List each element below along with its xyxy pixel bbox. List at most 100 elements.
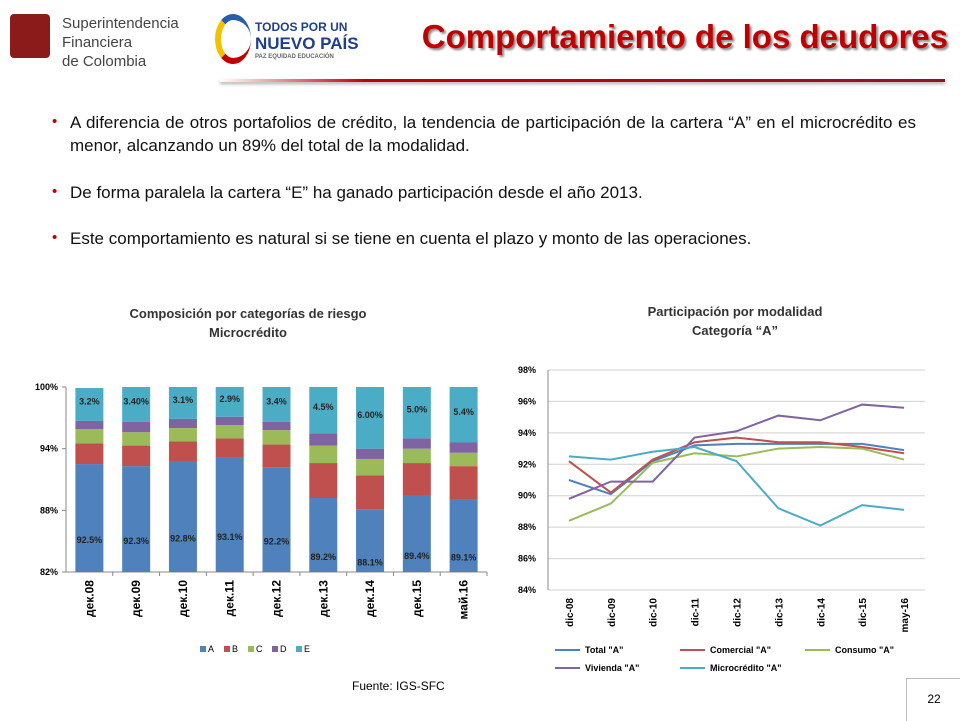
bar-segment — [356, 387, 385, 449]
logo-icon — [10, 14, 50, 58]
x-tick-label: dic-14 — [816, 598, 827, 627]
y-tick-label: 100% — [35, 382, 58, 392]
y-tick-label: 84% — [518, 585, 536, 595]
bar-segment — [75, 420, 104, 430]
x-tick-label: дек.14 — [363, 580, 377, 617]
bar-segment — [309, 463, 338, 498]
bar-segment — [402, 438, 431, 449]
data-label: 5.0% — [407, 405, 428, 415]
bar-segment — [262, 444, 291, 468]
data-label: 6.00% — [357, 410, 383, 420]
bar-segment — [122, 432, 151, 446]
x-tick-label: дек.09 — [129, 580, 143, 617]
bar-segment — [402, 387, 431, 439]
bar-segment — [215, 416, 244, 426]
x-tick-label: dic-08 — [565, 598, 576, 627]
data-label: 89.2% — [311, 552, 337, 562]
y-tick-label: 82% — [40, 567, 58, 577]
bar-segment — [356, 509, 385, 572]
bar-segment — [75, 388, 104, 421]
x-tick-label: dic-09 — [607, 598, 618, 627]
legend-label: Total "A" — [585, 645, 623, 655]
bar-segment — [215, 387, 244, 417]
bar-segment — [168, 428, 197, 442]
series-line — [568, 445, 905, 527]
data-label: 92.8% — [170, 534, 196, 544]
data-label: 92.5% — [77, 535, 103, 545]
x-tick-label: дек.10 — [176, 580, 190, 617]
bar-segment — [262, 387, 291, 422]
data-label: 3.1% — [173, 395, 194, 405]
data-label: 92.3% — [123, 536, 149, 546]
logo-line: Financiera — [62, 34, 133, 51]
bar-segment — [122, 466, 151, 572]
bar-segment — [75, 464, 104, 572]
slogan-top: TODOS POR UN — [255, 20, 348, 34]
slogan-icon — [215, 14, 251, 64]
bar-segment — [309, 387, 338, 434]
bar-segment — [122, 445, 151, 467]
bar-segment — [356, 448, 385, 459]
bar-segment — [168, 461, 197, 572]
bar-segment — [215, 438, 244, 458]
y-tick-label: 94% — [40, 444, 58, 454]
chart-subtitle: Microcrédito — [209, 325, 287, 340]
bar-segment — [449, 387, 478, 443]
bar-segment — [168, 387, 197, 419]
data-label: 3.40% — [123, 396, 149, 406]
y-tick-label: 96% — [518, 396, 536, 406]
y-tick-label: 92% — [518, 459, 536, 469]
legend-label: Microcrédito "A" — [710, 663, 782, 673]
bar-segment — [402, 495, 431, 572]
legend-label: Consumo "A" — [835, 645, 894, 655]
bar-segment — [262, 421, 291, 431]
bar-segment — [262, 430, 291, 445]
bar-segment — [356, 475, 385, 510]
x-tick-label: dic-15 — [858, 598, 869, 627]
charts: Composición por categorías de riesgo Micr… — [35, 304, 925, 673]
legend-label: C — [256, 644, 263, 654]
y-tick-label: 94% — [518, 428, 536, 438]
x-tick-label: май.16 — [457, 580, 471, 620]
chart-title: Composición por categorías de riesgo — [130, 306, 367, 321]
y-tick-label: 86% — [518, 554, 536, 564]
bar-segment — [215, 457, 244, 572]
x-tick-label: dic-12 — [733, 598, 744, 627]
bar-segment — [75, 443, 104, 465]
x-tick-label: dic-10 — [649, 598, 660, 627]
series-line — [568, 442, 905, 496]
data-label: 4.5% — [313, 402, 334, 412]
x-tick-label: дек.13 — [316, 580, 330, 617]
y-tick-label: 88% — [40, 505, 58, 515]
series-line — [568, 445, 905, 522]
bar-segment — [75, 429, 104, 444]
data-label: 3.4% — [266, 396, 287, 406]
legend-label: E — [304, 644, 310, 654]
data-label: 88.1% — [357, 558, 383, 568]
legend-label: D — [280, 644, 287, 654]
bar-segment — [168, 418, 197, 429]
legend-swatch — [248, 646, 254, 652]
legend-label: Vivienda "A" — [585, 663, 639, 673]
series-line — [568, 436, 905, 494]
data-label: 5.4% — [453, 407, 474, 417]
legend-swatch — [224, 646, 230, 652]
slide-title: Comportamiento de los deudores — [421, 18, 948, 55]
bar-segment — [309, 498, 338, 572]
bar-segment — [449, 452, 478, 467]
y-tick-label: 98% — [518, 365, 536, 375]
bar-segment — [449, 466, 478, 500]
slogan: TODOS POR UN NUEVO PAÍS PAZ EQUIDAD EDUC… — [255, 20, 359, 60]
legend-swatch — [272, 646, 278, 652]
bar-segment — [309, 433, 338, 446]
data-label: 92.2% — [264, 537, 290, 547]
series-line — [568, 403, 905, 500]
data-label: 93.1% — [217, 532, 243, 542]
bar-segment — [402, 448, 431, 464]
chart-title: Participación por modalidad — [648, 304, 823, 319]
bullet: A diferencia de otros portafolios de cré… — [52, 110, 916, 157]
y-tick-label: 88% — [518, 522, 536, 532]
y-tick-label: 90% — [518, 491, 536, 501]
bar-segment — [356, 458, 385, 476]
